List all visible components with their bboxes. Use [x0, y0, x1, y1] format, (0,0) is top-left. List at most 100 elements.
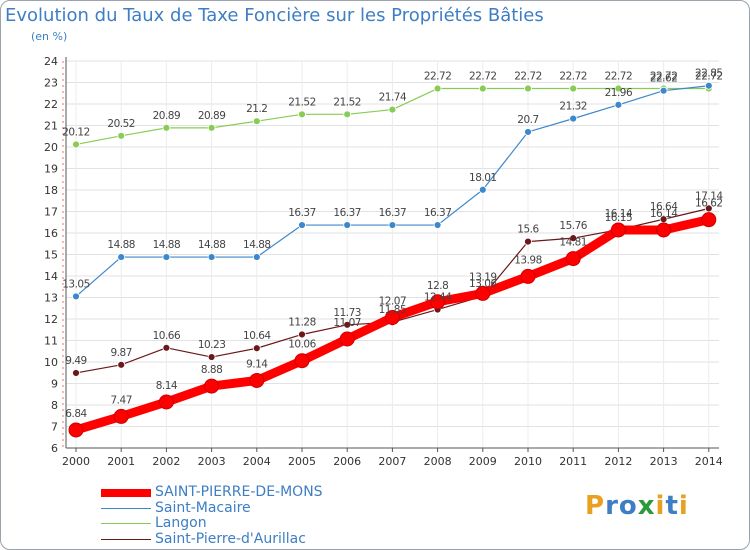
y-tick-label: 24 [44, 55, 58, 68]
y-tick-label: 18 [44, 184, 58, 197]
data-point [117, 360, 126, 369]
legend-swatch [101, 539, 151, 540]
y-tick-label: 10 [44, 356, 58, 369]
data-point [68, 422, 84, 438]
data-point [298, 110, 306, 119]
data-labels: 6.847.478.148.88 9.1410.0611.0712.0712.81… [62, 68, 724, 420]
legend-item-saint-pierre-d-aurillac[interactable]: Saint-Pierre-d'Aurillac [101, 531, 401, 548]
data-label: 21.96 [605, 87, 633, 99]
data-label: 10.06 [288, 339, 316, 351]
data-label: 16.37 [379, 207, 407, 219]
legend-item-langon[interactable]: Langon [101, 515, 401, 532]
data-point [704, 204, 713, 213]
data-label: 15.76 [559, 220, 587, 232]
y-tick-label: 15 [44, 249, 58, 262]
data-label: 14.81 [559, 237, 587, 249]
data-label: 11.28 [288, 316, 316, 328]
data-label: 15.6 [517, 224, 539, 236]
data-point [72, 369, 80, 377]
data-label: 7.47 [111, 394, 132, 406]
data-point [478, 84, 487, 93]
x-tick-label: 2000 [62, 455, 90, 468]
y-tick-label: 23 [44, 77, 58, 90]
data-label: 8.88 [201, 364, 222, 376]
data-label: 18.01 [469, 172, 497, 184]
data-point [339, 331, 355, 347]
data-label: 20.7 [517, 114, 538, 126]
x-tick-label: 2011 [559, 455, 587, 468]
x-tick-label: 2009 [469, 455, 497, 468]
data-label: 10.66 [153, 330, 181, 342]
data-label: 16.64 [650, 201, 678, 213]
data-label: 14.88 [243, 239, 271, 251]
legend-swatch [101, 508, 151, 509]
data-point [343, 110, 352, 119]
x-tick-label: 2005 [288, 455, 316, 468]
data-point [343, 320, 352, 329]
data-point [252, 344, 261, 353]
data-point [430, 294, 446, 310]
data-point [298, 221, 306, 229]
data-point [565, 251, 581, 267]
legend-label: SAINT-PIERRE-DE-MONS [155, 484, 323, 500]
y-tick-label: 8 [51, 399, 58, 412]
legend-item-saint-macaire[interactable]: Saint-Macaire [101, 500, 401, 517]
data-label: 16.14 [605, 208, 633, 220]
y-tick-label: 14 [44, 270, 58, 283]
data-label: 11.73 [333, 307, 361, 319]
axes [62, 57, 719, 452]
y-tick-label: 16 [44, 227, 58, 240]
y-axis-unit: (en %) [31, 30, 68, 43]
data-label: 12.8 [427, 280, 448, 292]
data-point [343, 221, 352, 229]
x-tick-label: 2006 [333, 455, 361, 468]
data-label: 10.23 [198, 339, 226, 351]
data-point [569, 114, 578, 123]
x-tick-label: 2003 [198, 455, 226, 468]
x-tick-label: 2013 [650, 455, 678, 468]
data-point [659, 86, 668, 95]
data-label: 20.89 [153, 110, 181, 122]
data-label: 13.05 [62, 278, 90, 290]
y-tick-label: 20 [44, 141, 58, 154]
logo-letter: x [637, 491, 656, 521]
data-label: 17.14 [695, 190, 723, 202]
data-point [478, 185, 487, 194]
data-point [249, 372, 265, 388]
data-label: 22.72 [695, 71, 723, 83]
data-point [614, 84, 623, 93]
data-point [207, 253, 216, 261]
legend-item-saint-pierre-de-mons[interactable]: SAINT-PIERRE-DE-MONS [101, 484, 401, 501]
data-point [252, 117, 261, 126]
data-label: 13.06 [469, 278, 497, 290]
y-tick-label: 9 [51, 378, 58, 391]
legend-label: Saint-Macaire [155, 500, 251, 516]
y-tick-label: 12 [44, 313, 58, 326]
series-group [68, 81, 717, 438]
data-label: 16.62 [695, 198, 723, 210]
data-label: 22.72 [650, 71, 678, 83]
data-point [433, 221, 442, 229]
data-label: 22.72 [424, 71, 452, 83]
legend-swatch [101, 489, 151, 497]
data-label: 16.37 [288, 207, 316, 219]
data-label: 12.07 [379, 295, 407, 307]
data-point [388, 105, 397, 114]
logo-letter: i [678, 491, 689, 521]
logo-letter: r [605, 491, 619, 521]
x-tick-label: 2001 [107, 455, 135, 468]
data-point [388, 221, 397, 229]
data-point [162, 343, 171, 352]
data-label: 22.72 [514, 71, 542, 83]
data-label: 21.32 [559, 101, 587, 113]
data-point [162, 123, 171, 132]
data-point [569, 84, 578, 93]
legend-label: Saint-Pierre-d'Aurillac [155, 531, 306, 547]
logo-letter: o [618, 491, 638, 521]
legend-label: Langon [155, 515, 207, 531]
data-point [113, 408, 129, 424]
data-label: 14.88 [198, 239, 226, 251]
data-label: 13.98 [514, 254, 542, 266]
x-tick-label: 2010 [514, 455, 542, 468]
y-tick-label: 11 [44, 335, 58, 348]
